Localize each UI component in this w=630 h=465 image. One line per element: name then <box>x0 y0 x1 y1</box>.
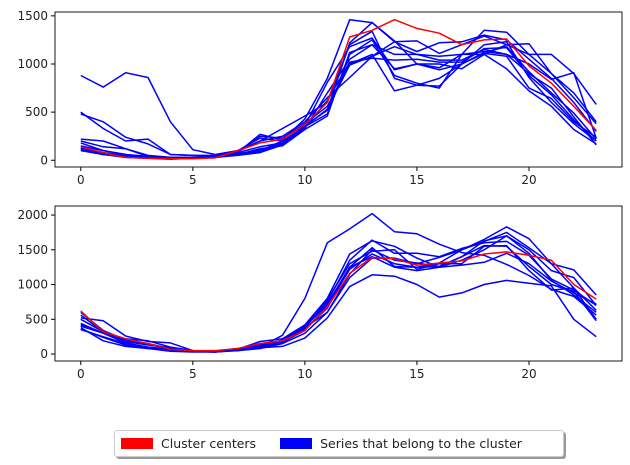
y-tick-label: 0 <box>40 153 48 167</box>
x-tick-label: 20 <box>521 173 536 187</box>
y-tick-label: 1000 <box>17 278 48 292</box>
cluster-center-line <box>80 18 597 160</box>
series-line-3 <box>80 274 597 353</box>
x-tick-label: 15 <box>409 173 424 187</box>
series-line-3 <box>80 30 597 157</box>
cluster-center-line <box>80 251 597 352</box>
series-line-10 <box>80 244 597 353</box>
x-tick-label: 20 <box>521 367 536 381</box>
y-tick-label: 500 <box>25 105 48 119</box>
legend-swatch-blue <box>280 438 313 449</box>
y-tick-label: 1500 <box>17 9 48 23</box>
series-line-7 <box>80 244 597 353</box>
legend-item-centers: Cluster centers <box>121 436 256 451</box>
plot-area <box>80 212 597 353</box>
x-tick-label: 5 <box>189 173 197 187</box>
y-tick-label: 2000 <box>17 208 48 222</box>
y-tick-label: 0 <box>40 347 48 361</box>
legend-swatch-red <box>121 438 153 449</box>
y-tick-label: 500 <box>25 312 48 326</box>
x-tick-label: 5 <box>189 367 197 381</box>
plot-area <box>80 18 597 161</box>
y-tick-label: 1000 <box>17 57 48 71</box>
x-tick-label: 15 <box>409 367 424 381</box>
x-tick-label: 10 <box>297 367 312 381</box>
subplot-1: 0 5 10 15 20 0 500 1000 1500 <box>17 9 623 187</box>
legend-label: Series that belong to the cluster <box>320 436 522 451</box>
axes-frame <box>54 11 623 168</box>
legend-item-series: Series that belong to the cluster <box>280 436 522 451</box>
series-line-6 <box>80 21 597 159</box>
axes-frame <box>54 205 623 362</box>
x-tick-label: 0 <box>77 367 85 381</box>
y-tick-label: 1500 <box>17 243 48 257</box>
x-tick-label: 10 <box>297 173 312 187</box>
legend-label: Cluster centers <box>161 436 257 451</box>
subplot-2: 0 5 10 15 20 0 500 1000 1500 2000 <box>17 205 623 381</box>
legend: Cluster centers Series that belong to th… <box>114 430 564 457</box>
x-tick-label: 0 <box>77 173 85 187</box>
